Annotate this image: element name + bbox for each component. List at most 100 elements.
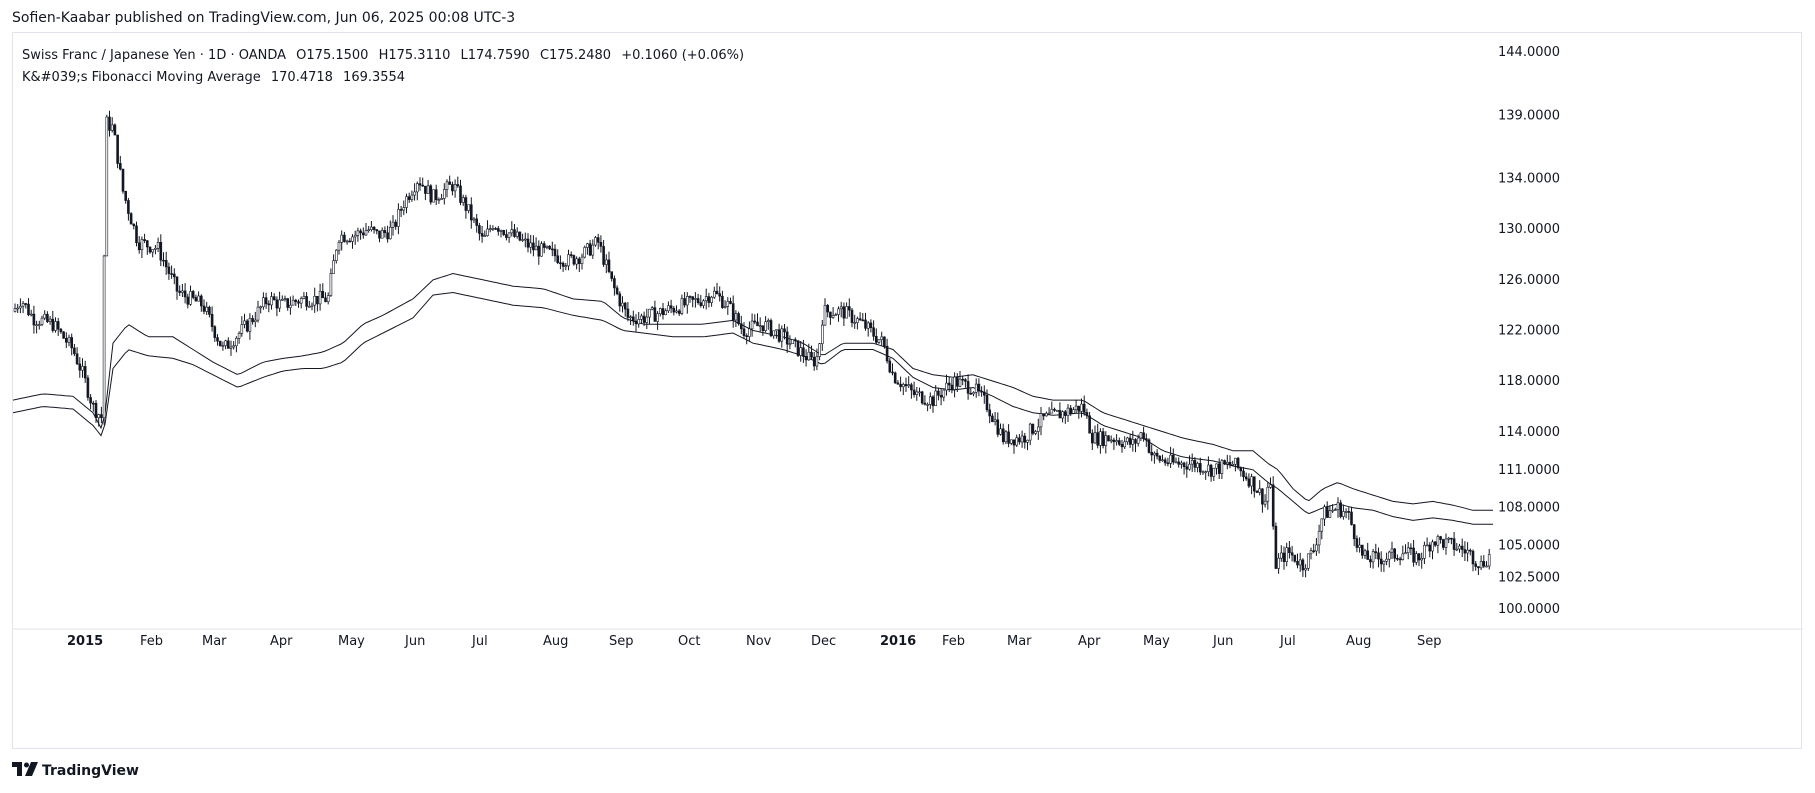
candle — [540, 241, 543, 257]
candle — [861, 313, 865, 322]
candle — [1409, 543, 1413, 555]
candle — [1069, 405, 1072, 416]
candle — [262, 292, 265, 310]
candle — [437, 197, 441, 204]
candle — [845, 302, 848, 319]
candle — [858, 312, 862, 321]
candle — [610, 271, 614, 282]
candle — [1061, 410, 1064, 423]
candle — [831, 307, 835, 319]
candle — [993, 412, 997, 426]
candle — [1471, 549, 1475, 572]
x-tick-label: Feb — [140, 634, 163, 649]
candle — [629, 315, 632, 325]
candle — [464, 194, 468, 219]
candle — [1007, 424, 1010, 448]
candle — [823, 298, 827, 326]
candle — [197, 291, 200, 302]
candle — [1058, 402, 1062, 419]
candle — [880, 331, 884, 346]
candle — [170, 265, 173, 279]
candle — [245, 319, 249, 333]
candle — [1185, 461, 1189, 478]
candle — [591, 239, 595, 259]
candle — [116, 134, 119, 169]
candle — [1231, 460, 1234, 466]
candle — [1220, 459, 1224, 479]
footer-branding: TradingView — [12, 762, 139, 780]
x-tick-label: Mar — [1007, 634, 1032, 649]
candle — [1091, 429, 1094, 450]
candle — [1174, 457, 1178, 464]
y-tick-label: 144.0000 — [1498, 45, 1560, 60]
candle — [148, 246, 152, 254]
candle — [1452, 532, 1456, 556]
candle — [513, 224, 516, 238]
candle — [518, 231, 522, 242]
candle — [1050, 401, 1054, 414]
candle — [461, 194, 465, 206]
candle — [642, 311, 646, 327]
candle — [634, 314, 638, 333]
candle — [1147, 438, 1151, 454]
candle — [1423, 541, 1426, 564]
candle — [1018, 434, 1021, 445]
candle — [1212, 467, 1216, 481]
candle — [1261, 488, 1264, 513]
candle — [583, 245, 587, 259]
candle — [297, 299, 300, 308]
candle — [807, 343, 811, 361]
price-chart-svg[interactable]: 144.0000 139.0000 134.0000 130.0000 126.0000… — [13, 33, 1803, 750]
candle — [361, 227, 365, 239]
x-tick-label: Nov — [746, 634, 772, 649]
candle — [1172, 448, 1175, 465]
candle — [1331, 504, 1334, 513]
candle — [232, 341, 235, 350]
candle — [472, 217, 476, 224]
symbol-title[interactable]: Swiss Franc / Japanese Yen · 1D · OANDA — [22, 48, 287, 63]
candle — [119, 155, 122, 171]
y-tick-label: 100.0000 — [1498, 602, 1560, 617]
candle — [1477, 566, 1480, 575]
indicator-name[interactable]: K&#039;s Fibonacci Moving Average — [22, 70, 261, 85]
candle — [901, 382, 905, 396]
candle — [1142, 426, 1145, 442]
candle — [154, 245, 157, 255]
candle — [926, 402, 929, 412]
candle — [834, 312, 838, 316]
chart-area[interactable]: 144.0000 139.0000 134.0000 130.0000 126.0000… — [12, 32, 1803, 750]
candle — [110, 117, 114, 133]
candle — [1487, 548, 1491, 570]
candle — [707, 292, 711, 308]
candle — [737, 311, 740, 326]
x-tick-label: May — [338, 634, 365, 649]
candle — [213, 325, 217, 342]
y-tick-label: 108.0000 — [1498, 501, 1560, 516]
candle — [1074, 399, 1078, 414]
x-tick-label: Dec — [811, 634, 836, 649]
candle — [1072, 407, 1075, 414]
candle — [194, 294, 198, 302]
candle — [766, 318, 770, 330]
candle — [1417, 553, 1421, 567]
candle — [386, 225, 389, 243]
candle — [62, 331, 65, 339]
candle — [966, 374, 970, 400]
candle — [275, 296, 279, 317]
candle — [683, 292, 686, 308]
candle — [1428, 542, 1432, 558]
candle — [1447, 536, 1450, 544]
candle — [621, 296, 624, 313]
candle — [1347, 507, 1351, 520]
candle — [1188, 455, 1191, 471]
candle — [251, 315, 254, 325]
candle — [1433, 541, 1437, 547]
candle — [383, 226, 387, 238]
candle — [1315, 538, 1318, 556]
candle — [1045, 411, 1048, 417]
candle — [1158, 455, 1162, 463]
candle — [1109, 435, 1113, 444]
candle — [448, 175, 452, 185]
ohlc-change: +0.1060 (+0.06%) — [621, 48, 745, 63]
x-tick-label: Jun — [1212, 634, 1233, 649]
